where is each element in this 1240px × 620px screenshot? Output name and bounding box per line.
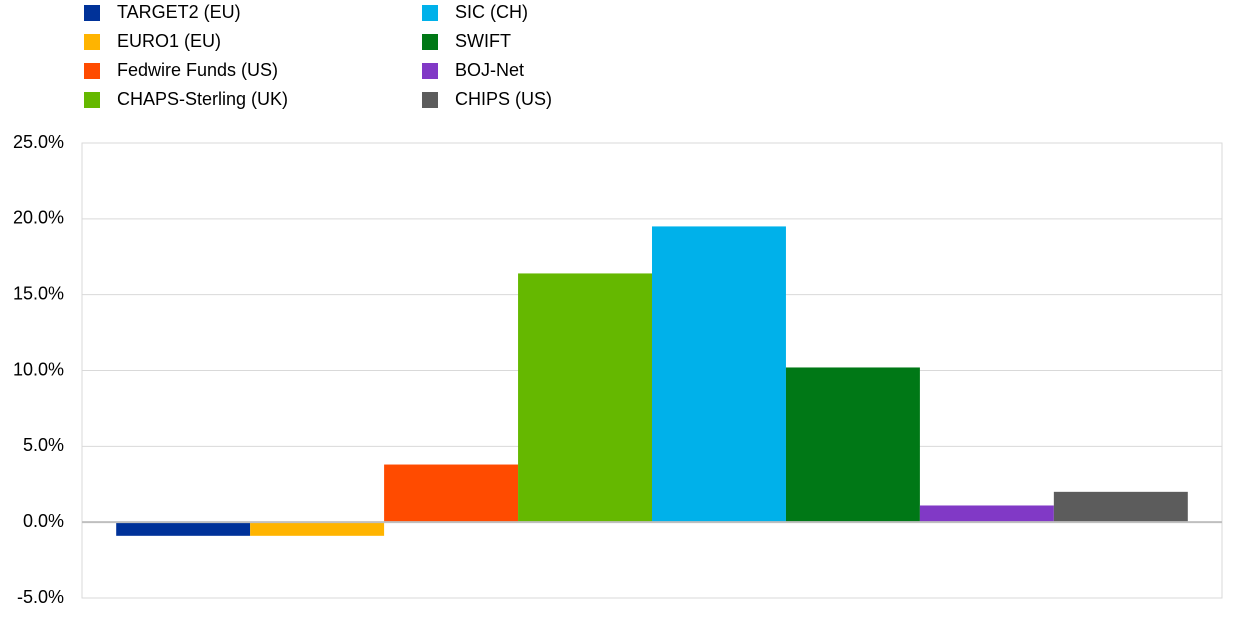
legend-swatch <box>422 63 438 79</box>
legend-label: SIC (CH) <box>455 2 528 22</box>
legend-label: CHIPS (US) <box>455 89 552 109</box>
legend-swatch <box>422 34 438 50</box>
bar <box>116 522 251 536</box>
y-tick-label: -5.0% <box>17 587 64 607</box>
y-tick-label: 25.0% <box>13 132 64 152</box>
y-tick-label: 20.0% <box>13 208 64 228</box>
bar <box>919 505 1054 523</box>
bar <box>652 226 786 523</box>
legend-swatch <box>422 92 438 108</box>
legend-label: SWIFT <box>455 31 511 51</box>
bar <box>518 273 652 523</box>
y-tick-label: 10.0% <box>13 359 64 379</box>
legend-swatch <box>84 92 100 108</box>
legend-label: Fedwire Funds (US) <box>117 60 278 80</box>
bar <box>785 367 920 523</box>
y-tick-label: 0.0% <box>23 511 64 531</box>
legend-swatch <box>422 5 438 21</box>
legend-swatch <box>84 34 100 50</box>
bar <box>384 464 519 523</box>
legend-swatch <box>84 63 100 79</box>
bar <box>250 522 385 536</box>
legend-label: EURO1 (EU) <box>117 31 221 51</box>
legend-label: BOJ-Net <box>455 60 524 80</box>
legend-label: CHAPS-Sterling (UK) <box>117 89 288 109</box>
bar <box>1053 491 1188 523</box>
legend-swatch <box>84 5 100 21</box>
y-tick-label: 15.0% <box>13 283 64 303</box>
legend-label: TARGET2 (EU) <box>117 2 241 22</box>
y-tick-label: 5.0% <box>23 435 64 455</box>
